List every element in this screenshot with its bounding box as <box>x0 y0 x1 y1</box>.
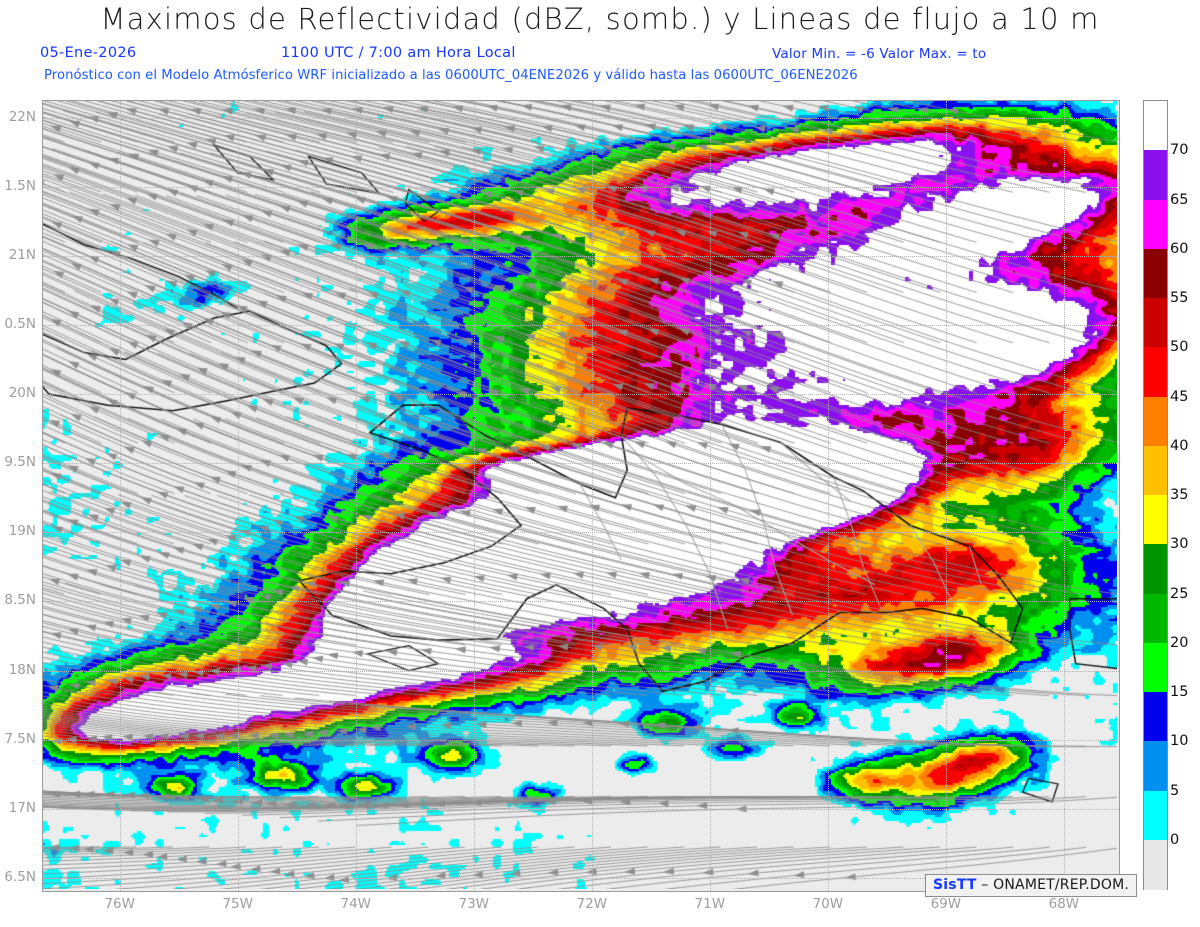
x-axis-label: 76W <box>104 896 135 912</box>
x-axis-label: 71W <box>694 896 726 912</box>
y-axis-label: 9.5N <box>4 454 36 471</box>
graticule-line <box>43 324 1119 326</box>
colorbar-band <box>1144 445 1167 496</box>
graticule-line <box>591 101 593 891</box>
colorbar-tick-label: 65 <box>1170 191 1189 208</box>
graticule-line <box>43 255 1119 257</box>
x-axis-label: 73W <box>458 896 490 912</box>
forecast-time: 1100 UTC / 7:00 am Hora Local <box>281 45 516 61</box>
graticule-line <box>119 101 121 891</box>
colorbar-tick-label: 50 <box>1170 339 1189 356</box>
colorbar-band <box>1144 839 1167 890</box>
colorbar-band <box>1144 642 1167 693</box>
colorbar-tick-label: 70 <box>1170 142 1189 159</box>
graticule-line <box>945 101 947 891</box>
colorbar-tick-label: 55 <box>1170 290 1189 306</box>
colorbar-band <box>1144 199 1167 250</box>
colorbar-band <box>1144 790 1167 841</box>
attribution-badge: SisTT – ONAMET/REP.DOM. <box>925 874 1138 897</box>
y-axis-label: 20N <box>8 385 36 402</box>
colorbar-band <box>1144 150 1167 201</box>
colorbar-tick-label: 25 <box>1170 585 1189 602</box>
y-axis-label: 22N <box>8 108 36 125</box>
graticule-line <box>43 463 1119 465</box>
graticule-line <box>43 601 1119 603</box>
graticule-line <box>473 101 475 891</box>
x-axis-label: 72W <box>576 896 608 912</box>
y-axis-label: 8.5N <box>4 592 36 609</box>
colorbar-band <box>1144 741 1167 792</box>
colorbar-band <box>1144 101 1167 151</box>
reflectivity-field <box>43 101 1117 889</box>
forecast-date: 05-Ene-2026 <box>40 45 137 61</box>
graticule-line <box>43 532 1119 534</box>
colorbar-band <box>1144 298 1167 348</box>
model-note: Pronóstico con el Modelo Atmósferico WRF… <box>44 68 858 83</box>
colorbar-tick-label: 45 <box>1170 388 1189 405</box>
y-axis-label: 7.5N <box>4 730 36 747</box>
colorbar-tick-label: 30 <box>1170 536 1189 553</box>
colorbar-band <box>1144 593 1167 644</box>
x-axis-label: 69W <box>930 896 962 912</box>
x-axis-label: 68W <box>1048 896 1080 912</box>
x-axis-label: 74W <box>340 896 372 912</box>
graticule-line <box>827 101 829 891</box>
y-axis-label: 6.5N <box>4 868 36 885</box>
colorbar-tick-label: 15 <box>1170 684 1189 700</box>
colorbar-band <box>1144 396 1167 447</box>
colorbar-tick-label: 5 <box>1170 782 1180 799</box>
graticule-line <box>43 394 1119 396</box>
graticule-line <box>43 739 1119 741</box>
y-axis-label: 19N <box>8 523 36 540</box>
graticule-line <box>43 808 1119 810</box>
colorbar-tick-label: 60 <box>1170 240 1189 257</box>
colorbar-tick-label: 10 <box>1170 733 1189 750</box>
graticule-line <box>1063 101 1065 891</box>
brand-label: SisTT <box>933 877 977 893</box>
graticule-line <box>355 101 357 891</box>
y-axis-label: 18N <box>8 661 36 678</box>
graticule-line <box>237 101 239 891</box>
colorbar-band <box>1144 248 1167 299</box>
colorbar-band <box>1144 495 1167 545</box>
x-axis-label: 70W <box>812 896 844 912</box>
graticule-line <box>43 117 1119 119</box>
colorbar-tick-label: 0 <box>1170 831 1180 848</box>
x-axis-label: 75W <box>222 896 253 912</box>
y-axis-label: 21N <box>8 246 36 263</box>
y-axis-label: 17N <box>8 799 36 816</box>
page-title: Maximos de Reflectividad (dBZ, somb.) y … <box>100 2 1100 36</box>
graticule-line <box>43 186 1119 188</box>
value-range-label: Valor Min. = -6 Valor Max. = to <box>772 46 987 62</box>
colorbar-tick-label: 40 <box>1170 437 1189 454</box>
graticule-line <box>43 670 1119 672</box>
attribution-source: – ONAMET/REP.DOM. <box>981 877 1130 893</box>
graticule-line <box>709 101 711 891</box>
colorbar <box>1143 100 1168 890</box>
colorbar-band <box>1144 347 1167 398</box>
colorbar-band <box>1144 692 1167 742</box>
y-axis-label: 1.5N <box>4 177 36 194</box>
map-plot-area[interactable] <box>42 100 1120 892</box>
graticule-line <box>43 877 1119 879</box>
colorbar-band <box>1144 544 1167 595</box>
colorbar-tick-label: 20 <box>1170 634 1189 651</box>
colorbar-tick-label: 35 <box>1170 487 1189 503</box>
y-axis-label: 0.5N <box>4 315 36 332</box>
